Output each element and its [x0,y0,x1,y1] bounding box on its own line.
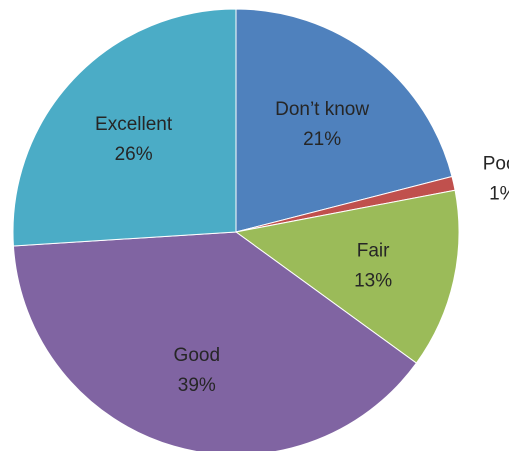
slice-value-poor: 1% [489,184,509,205]
pie-slice-don-t-know [235,8,453,233]
pie-labels: Don’t know 21% Poor 1% Fair 13% Good 39% Excelle… [95,99,509,396]
slice-label-poor: Poor [483,154,509,175]
slice-label-excellent: Excellent [95,114,173,135]
slice-value-good: 39% [178,375,216,396]
slice-value-don-t-know: 21% [303,129,341,150]
slice-label-good: Good [174,345,220,366]
pie-slice-excellent [12,8,237,247]
pie-slice-good [12,231,418,451]
slice-value-fair: 13% [354,271,392,292]
slice-label-don-t-know: Don’t know [275,99,369,120]
pie-slices [12,8,460,451]
slice-label-fair: Fair [357,241,390,262]
slice-value-excellent: 26% [115,144,153,165]
pie-slice-fair [234,189,460,364]
